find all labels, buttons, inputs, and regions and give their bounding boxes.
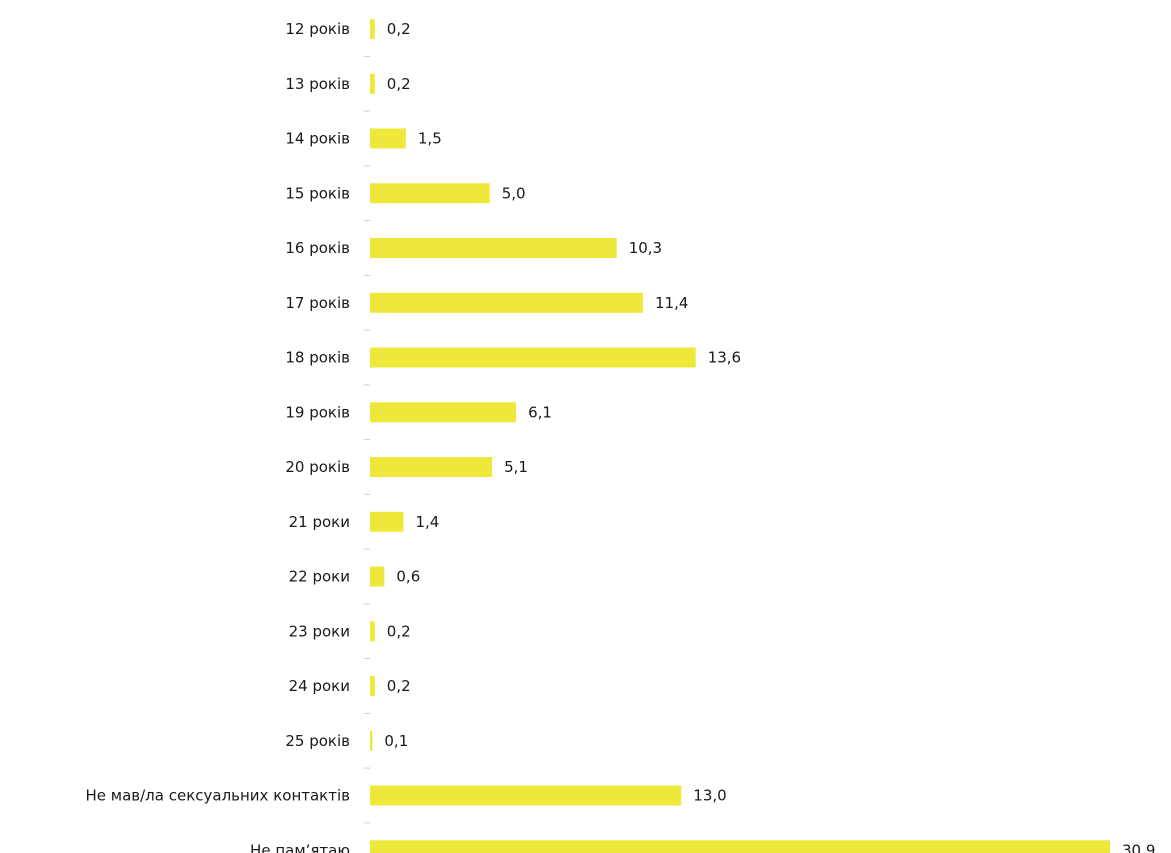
bar [370,785,682,806]
bar [370,19,375,39]
bar [370,183,490,204]
axis-ticks [364,55,370,824]
bar [370,402,517,423]
category-label: 21 роки [289,513,350,531]
category-label: 20 років [285,458,350,476]
value-label: 0,2 [387,75,411,93]
bar [370,128,406,149]
value-label: 30,9 [1122,841,1155,853]
category-label: Не мав/ла сексуальних контактів [86,787,351,805]
category-label: 24 роки [289,677,350,695]
bar [370,730,373,751]
bar [370,457,493,477]
bar [370,73,375,94]
value-label: 0,2 [387,677,411,695]
category-labels-group: 12 років 13 років 14 років 15 років 16 років… [86,20,351,853]
bar [370,621,375,642]
value-label: 0,2 [387,20,411,38]
value-label: 13,0 [693,787,726,805]
category-label: 18 років [285,349,350,367]
category-label: 12 років [285,20,350,38]
bar [370,292,643,313]
value-label: 5,0 [502,184,526,202]
value-label: 6,1 [528,403,552,421]
bar [370,840,1110,853]
bar [370,347,696,368]
category-label: 23 роки [289,622,350,640]
category-label: 22 роки [289,568,350,586]
value-label: 0,6 [396,568,420,586]
category-label: 19 років [285,403,350,421]
category-label: 13 років [285,75,350,93]
value-label: 5,1 [504,458,528,476]
value-labels-group: 0,2 0,2 1,5 5,0 10,3 11,4 13,6 6,1 5,1 1,4 0,6 0,2 0… [384,20,1155,853]
category-label: 14 років [285,130,350,148]
value-label: 11,4 [655,294,688,312]
value-label: 0,1 [384,732,408,750]
category-label: Не пам’ятаю [250,841,350,853]
category-label: 17 років [285,294,350,312]
value-label: 1,4 [416,513,440,531]
bar [370,511,404,532]
bars-group [370,19,1110,853]
bar [370,566,385,587]
bar [370,676,375,696]
category-label: 15 років [285,184,350,202]
value-label: 13,6 [708,349,741,367]
category-label: 16 років [285,239,350,257]
bar [370,238,617,258]
value-label: 10,3 [629,239,662,257]
value-label: 0,2 [387,622,411,640]
value-label: 1,5 [418,130,442,148]
category-label: 25 років [285,732,350,750]
